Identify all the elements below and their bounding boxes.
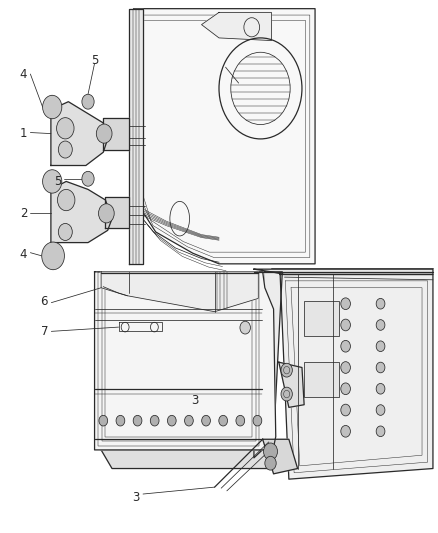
Text: 4: 4 [20,248,27,261]
Text: 5: 5 [54,175,61,188]
Polygon shape [279,362,304,407]
Circle shape [201,415,210,426]
FancyBboxPatch shape [304,362,339,397]
Circle shape [376,298,385,309]
Circle shape [376,383,385,394]
Polygon shape [130,9,143,264]
Polygon shape [95,272,276,450]
Circle shape [82,171,94,186]
Circle shape [240,321,251,334]
Polygon shape [263,439,297,474]
Polygon shape [106,197,130,228]
Circle shape [265,456,276,470]
Circle shape [376,405,385,415]
Circle shape [58,223,72,240]
Circle shape [341,298,350,310]
Circle shape [376,426,385,437]
Circle shape [167,415,176,426]
Text: 1: 1 [20,127,27,140]
Circle shape [341,383,350,394]
Polygon shape [103,118,130,150]
Polygon shape [101,272,258,312]
Circle shape [42,169,62,193]
Text: 5: 5 [91,54,98,67]
Circle shape [150,415,159,426]
Circle shape [341,319,350,331]
Polygon shape [254,272,283,458]
Circle shape [58,141,72,158]
Text: 2: 2 [20,207,27,220]
Circle shape [264,443,278,460]
Circle shape [253,415,262,426]
Circle shape [42,242,64,270]
Circle shape [236,415,245,426]
Circle shape [133,415,142,426]
Circle shape [99,204,114,223]
Circle shape [57,118,74,139]
Circle shape [341,362,350,373]
Text: 3: 3 [132,491,140,504]
Circle shape [341,404,350,416]
Circle shape [376,362,385,373]
Circle shape [219,415,227,426]
Circle shape [341,425,350,437]
Circle shape [99,415,108,426]
Polygon shape [254,269,433,274]
Circle shape [341,341,350,352]
Polygon shape [201,12,272,41]
Polygon shape [51,181,112,243]
Text: 3: 3 [191,394,199,407]
Circle shape [184,415,193,426]
FancyBboxPatch shape [304,301,339,336]
Text: 7: 7 [41,325,48,338]
Polygon shape [51,102,108,165]
Circle shape [116,415,125,426]
Circle shape [281,364,292,377]
Circle shape [82,94,94,109]
Polygon shape [101,450,297,469]
Polygon shape [134,9,315,264]
Circle shape [376,341,385,352]
Circle shape [57,189,75,211]
Polygon shape [280,274,433,479]
Circle shape [376,320,385,330]
Circle shape [96,124,112,143]
Circle shape [281,387,292,401]
Text: 6: 6 [41,295,48,308]
Circle shape [42,95,62,119]
Text: 4: 4 [20,68,27,80]
